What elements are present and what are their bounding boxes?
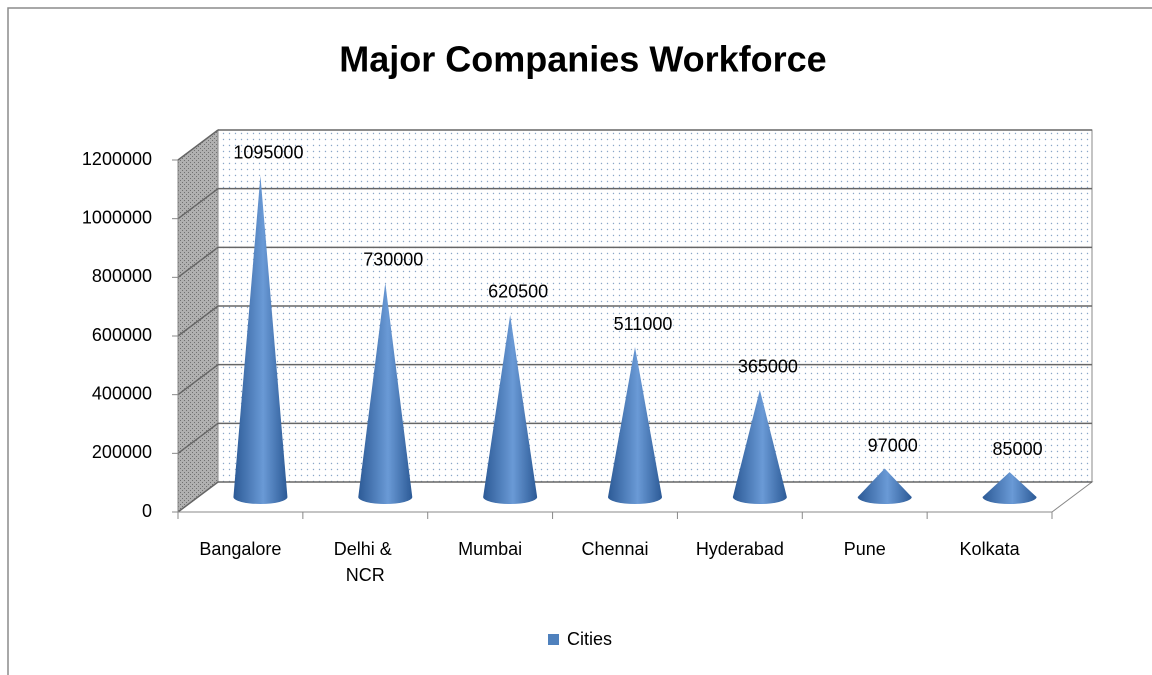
y-tick-label: 1000000 <box>82 207 152 227</box>
data-label: 1095000 <box>233 143 303 163</box>
cone-body <box>608 347 662 504</box>
cone <box>608 347 662 504</box>
frame <box>7 7 1152 675</box>
data-label: 511000 <box>614 314 673 334</box>
cone-body <box>732 389 787 504</box>
x-tick-label: Pune <box>844 539 886 559</box>
x-tick-label: Hyderabad <box>696 539 784 559</box>
grid-line <box>177 188 219 220</box>
legend-swatch <box>548 634 559 645</box>
grid-line <box>177 305 219 337</box>
cone <box>233 175 288 504</box>
data-label: 620500 <box>488 282 548 302</box>
grid-line <box>177 364 219 396</box>
cone <box>732 389 787 504</box>
x-tick-label: Delhi & NCR <box>334 539 397 585</box>
grid-line <box>177 246 219 278</box>
legend-label: Cities <box>567 629 612 649</box>
cone-body <box>233 175 288 504</box>
y-tick-label: 1200000 <box>82 149 152 169</box>
data-label: 97000 <box>868 435 918 455</box>
cone-body <box>483 314 538 505</box>
data-label: 85000 <box>993 439 1043 459</box>
cone <box>358 282 413 504</box>
cone <box>483 314 538 505</box>
x-tick-label: Mumbai <box>458 539 522 559</box>
cone-body <box>857 468 912 504</box>
y-tick-label: 0 <box>142 501 152 521</box>
chart-title: Major Companies Workforce <box>339 39 826 80</box>
cone-body <box>358 282 413 504</box>
label-line: NCR <box>346 565 385 585</box>
y-tick-label: 400000 <box>92 383 152 403</box>
grid-line <box>177 422 219 454</box>
y-tick-label: 800000 <box>92 266 152 286</box>
data-label: 365000 <box>738 357 798 377</box>
x-tick-label: Chennai <box>581 539 648 559</box>
cone <box>857 468 912 504</box>
cone <box>982 472 1037 504</box>
y-tick-label: 200000 <box>92 442 152 462</box>
x-tick-label: Kolkata <box>960 539 1021 559</box>
data-label: 730000 <box>363 250 423 270</box>
grid-line <box>177 129 219 161</box>
label-line: Delhi & <box>334 539 397 559</box>
cone-body <box>982 472 1037 504</box>
y-tick-label: 600000 <box>92 325 152 345</box>
x-tick-label: Bangalore <box>199 539 281 559</box>
grid-line <box>177 481 219 513</box>
